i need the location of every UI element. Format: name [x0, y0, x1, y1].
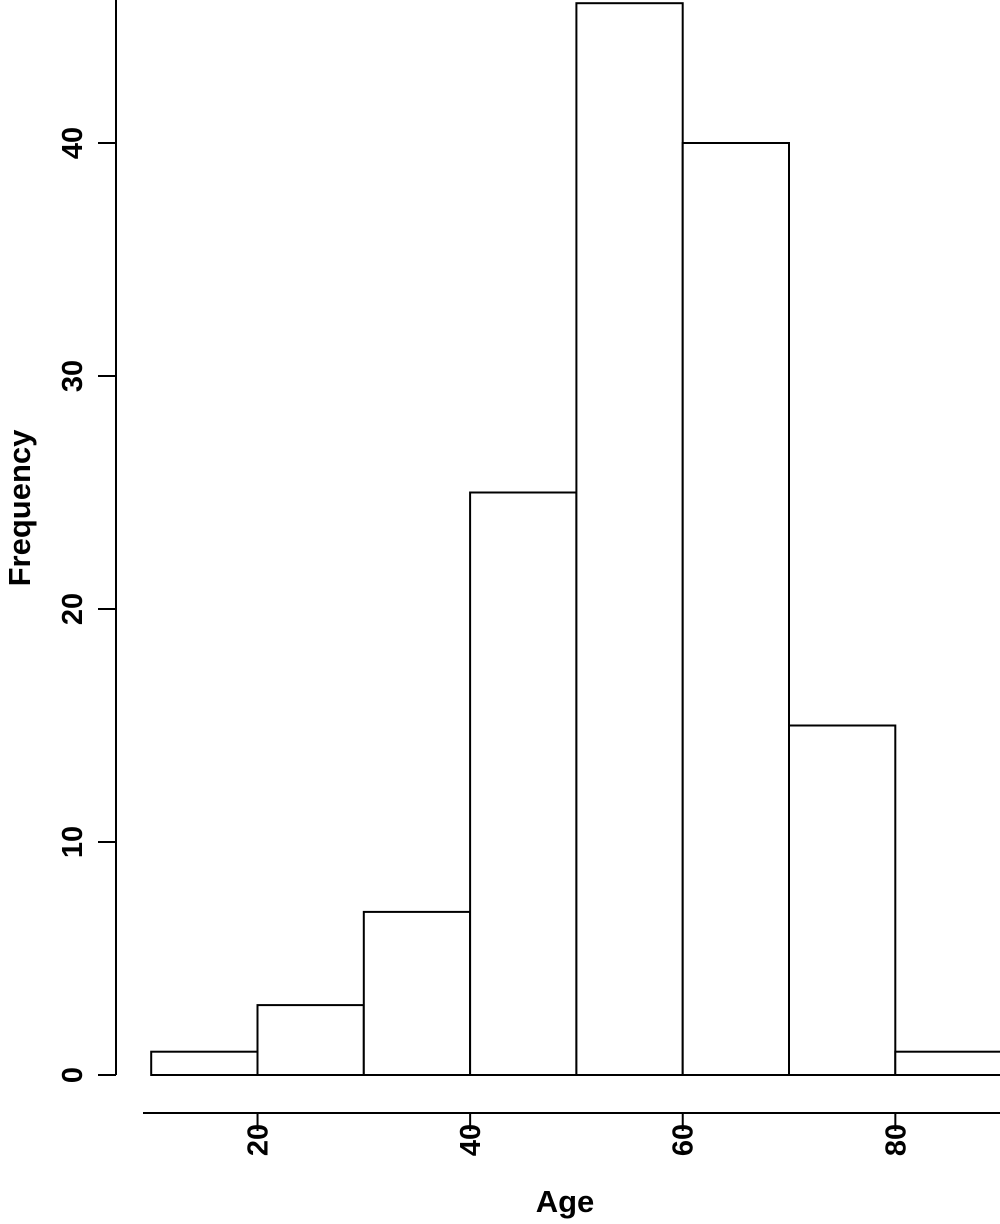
x-tick-label: 40 — [455, 1124, 487, 1156]
x-tick-label: 20 — [243, 1124, 275, 1156]
x-axis-title: Age — [536, 1184, 595, 1219]
histogram-bar — [362, 910, 472, 1077]
y-axis: 0 10 20 30 40 — [57, 0, 117, 1083]
bars-layer — [150, 2, 1000, 1077]
y-tick-label: 30 — [57, 360, 89, 392]
histogram-bar — [469, 491, 578, 1076]
y-ticks: 0 10 20 30 40 — [57, 127, 116, 1083]
y-tick-label: 20 — [57, 593, 89, 625]
x-ticks: 20 40 60 80 — [243, 1113, 912, 1156]
histogram-bar — [894, 1050, 1000, 1076]
histogram-bar — [256, 1004, 365, 1076]
histogram-bar — [681, 142, 791, 1076]
y-tick-label: 0 — [57, 1067, 89, 1083]
y-tick-label: 10 — [57, 826, 89, 858]
x-tick-label: 60 — [668, 1124, 700, 1156]
x-tick-label: 80 — [880, 1124, 912, 1156]
histogram-bar — [150, 1050, 259, 1076]
histogram-bar — [788, 724, 897, 1076]
y-axis-title: Frequency — [2, 429, 37, 587]
histogram-bar — [575, 2, 684, 1077]
x-axis: 20 40 60 80 — [143, 1112, 1000, 1156]
y-tick-label: 40 — [57, 127, 89, 159]
